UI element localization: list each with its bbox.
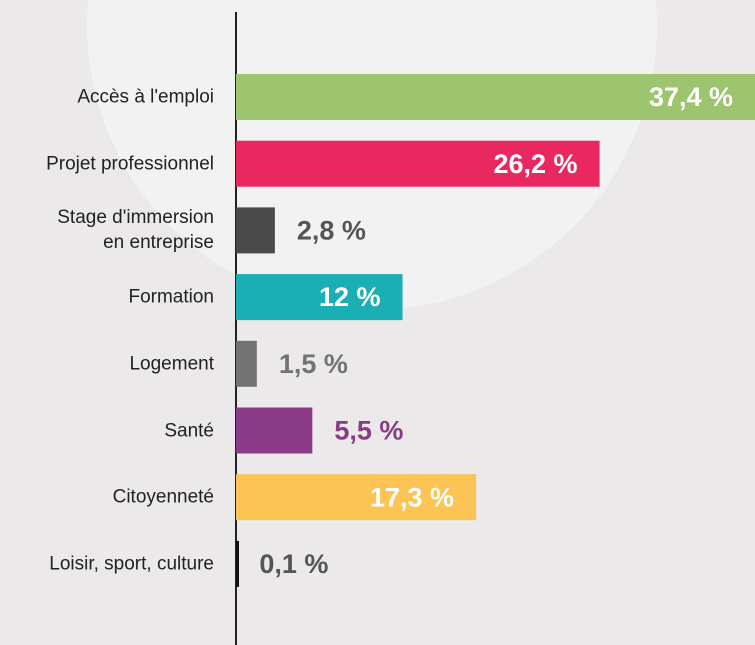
value-label: 26,2 %: [494, 149, 578, 179]
bar: [236, 140, 600, 187]
bar: [236, 74, 755, 120]
bar: [236, 474, 477, 521]
value-label: 12 %: [319, 282, 381, 312]
bar: [236, 540, 239, 587]
value-label: 5,5 %: [334, 416, 403, 446]
value-label: 2,8 %: [297, 216, 366, 246]
bar: [236, 340, 257, 387]
category-label: Stage d'immersion en entreprise: [57, 207, 214, 254]
value-label: 37,4 %: [649, 82, 733, 112]
category-label: Formation: [128, 286, 214, 308]
category-label: Projet professionnel: [46, 153, 214, 175]
bar: [236, 407, 313, 454]
bar: [236, 207, 275, 254]
bar: [236, 274, 403, 321]
category-label: Citoyenneté: [112, 486, 214, 508]
category-label: Santé: [164, 420, 214, 441]
category-label: Loisir, sport, culture: [49, 553, 214, 575]
category-label: Accès à l'emploi: [77, 86, 214, 108]
value-label: 1,5 %: [279, 349, 348, 379]
value-label: 17,3 %: [370, 482, 454, 512]
value-label: 0,1 %: [259, 549, 328, 579]
category-label: Logement: [129, 353, 214, 375]
